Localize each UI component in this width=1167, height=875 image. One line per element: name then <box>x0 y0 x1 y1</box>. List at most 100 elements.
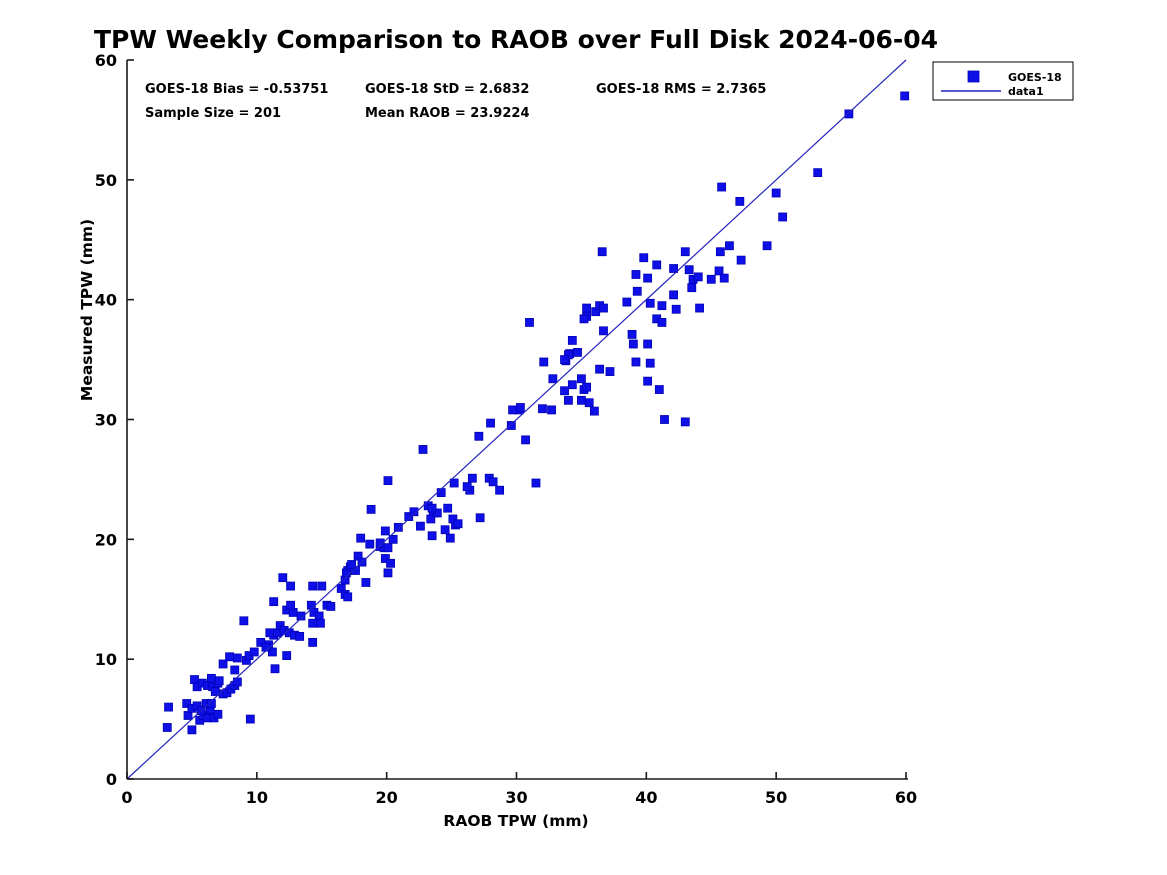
x-axis-label: RAOB TPW (mm) <box>443 812 588 830</box>
scatter-point <box>282 651 292 660</box>
scatter-point <box>599 303 608 313</box>
scatter-point <box>286 581 295 591</box>
scatter-point <box>326 602 336 611</box>
scatter-point <box>225 652 234 662</box>
y-tick-label: 60 <box>95 51 117 70</box>
scatter-point <box>316 618 325 628</box>
scatter-point <box>577 374 586 384</box>
scatter-point <box>393 522 403 532</box>
scatter-point <box>643 339 653 349</box>
legend[interactable]: GOES-18 data1 <box>932 61 1074 101</box>
scatter-point <box>206 699 216 708</box>
scatter-point <box>680 417 690 427</box>
scatter-point <box>657 318 667 327</box>
scatter-point <box>418 445 428 454</box>
stat-std: GOES-18 StD = 2.6832 <box>365 82 529 97</box>
x-tick-label: 40 <box>635 788 657 807</box>
scatter-point <box>388 534 398 544</box>
scatter-point <box>295 631 305 641</box>
scatter-point <box>531 478 541 488</box>
y-axis-label: Measured TPW (mm) <box>78 219 96 401</box>
scatter-point <box>218 659 228 669</box>
axis-ticks: 0 10 20 30 40 50 60 0 10 20 30 40 50 60 <box>95 51 917 807</box>
scatter-point <box>645 298 655 308</box>
scatter-point <box>270 664 280 674</box>
scatter-point <box>654 385 664 394</box>
scatter-point <box>715 247 725 257</box>
scatter-point <box>343 592 353 602</box>
scatter-point <box>813 168 823 178</box>
scatter-point <box>375 538 385 548</box>
scatter-point <box>308 581 318 591</box>
scatter-point <box>597 247 607 257</box>
scatter-point <box>467 473 477 483</box>
scatter-point <box>736 255 746 265</box>
scatter-point <box>416 521 425 531</box>
scatter-point <box>239 616 249 626</box>
scatter-point <box>361 578 371 587</box>
scatter-point <box>725 241 734 251</box>
scatter-point <box>631 270 641 279</box>
scatter-point <box>778 212 788 222</box>
scatter-point <box>595 364 604 374</box>
x-tick-label: 50 <box>765 788 787 807</box>
legend-box <box>932 61 1074 101</box>
scatter-point <box>443 503 453 513</box>
x-tick-label: 30 <box>505 788 527 807</box>
scatter-point <box>440 525 450 535</box>
stat-mean-raob: Mean RAOB = 23.9224 <box>365 106 530 121</box>
scatter-point <box>383 568 393 578</box>
scatter-point <box>521 435 530 445</box>
x-tick-label: 0 <box>121 788 132 807</box>
legend-marker-square-icon <box>967 70 980 83</box>
stats-annotations: GOES-18 Bias = -0.53751 GOES-18 StD = 2.… <box>145 82 766 121</box>
scatter-point <box>693 272 703 282</box>
scatter-point <box>573 347 582 357</box>
scatter-point <box>383 476 393 486</box>
scatter-point <box>308 618 318 628</box>
scatter-point <box>445 533 455 543</box>
scatter-point <box>515 403 525 412</box>
scatter-point <box>508 405 518 415</box>
scatter-point <box>560 386 569 396</box>
scatter-point <box>232 653 242 663</box>
legend-item-data1: data1 <box>1008 85 1044 98</box>
y-tick-label: 0 <box>106 770 117 789</box>
scatter-point <box>182 699 192 708</box>
legend-item-goes18: GOES-18 <box>1008 71 1062 84</box>
scatter-point <box>590 406 599 416</box>
scatter-point <box>386 558 395 568</box>
scatter-point <box>404 512 414 521</box>
scatter-point <box>584 398 594 408</box>
y-tick-label: 20 <box>95 530 117 549</box>
scatter-point <box>735 197 745 206</box>
scatter-point <box>427 503 437 513</box>
stat-bias: GOES-18 Bias = -0.53751 <box>145 82 328 97</box>
scatter-point <box>706 274 716 284</box>
scatter-point <box>268 647 277 657</box>
scatter-point <box>564 395 573 405</box>
y-tick-label: 40 <box>95 291 117 310</box>
scatter-point <box>632 286 642 296</box>
scatter-point <box>453 519 463 529</box>
scatter-point <box>383 543 393 553</box>
scatter-point <box>495 485 505 495</box>
data-series <box>126 59 910 780</box>
scatter-point <box>582 382 592 392</box>
x-tick-label: 10 <box>246 788 268 807</box>
scatter-point <box>426 514 436 524</box>
scatter-point <box>278 573 288 583</box>
stat-sample: Sample Size = 201 <box>145 106 281 121</box>
scatter-point <box>582 303 592 313</box>
scatter-point <box>631 357 641 367</box>
y-tick-label: 30 <box>95 411 117 430</box>
scatter-point <box>622 297 632 307</box>
scatter-point <box>206 673 216 683</box>
scatter-point <box>560 355 569 364</box>
scatter-point <box>539 357 549 367</box>
scatter-point <box>657 301 667 311</box>
y-tick-label: 50 <box>95 171 117 190</box>
x-tick-label: 20 <box>376 788 398 807</box>
scatter-point <box>669 264 678 273</box>
scatter-point <box>296 611 306 621</box>
